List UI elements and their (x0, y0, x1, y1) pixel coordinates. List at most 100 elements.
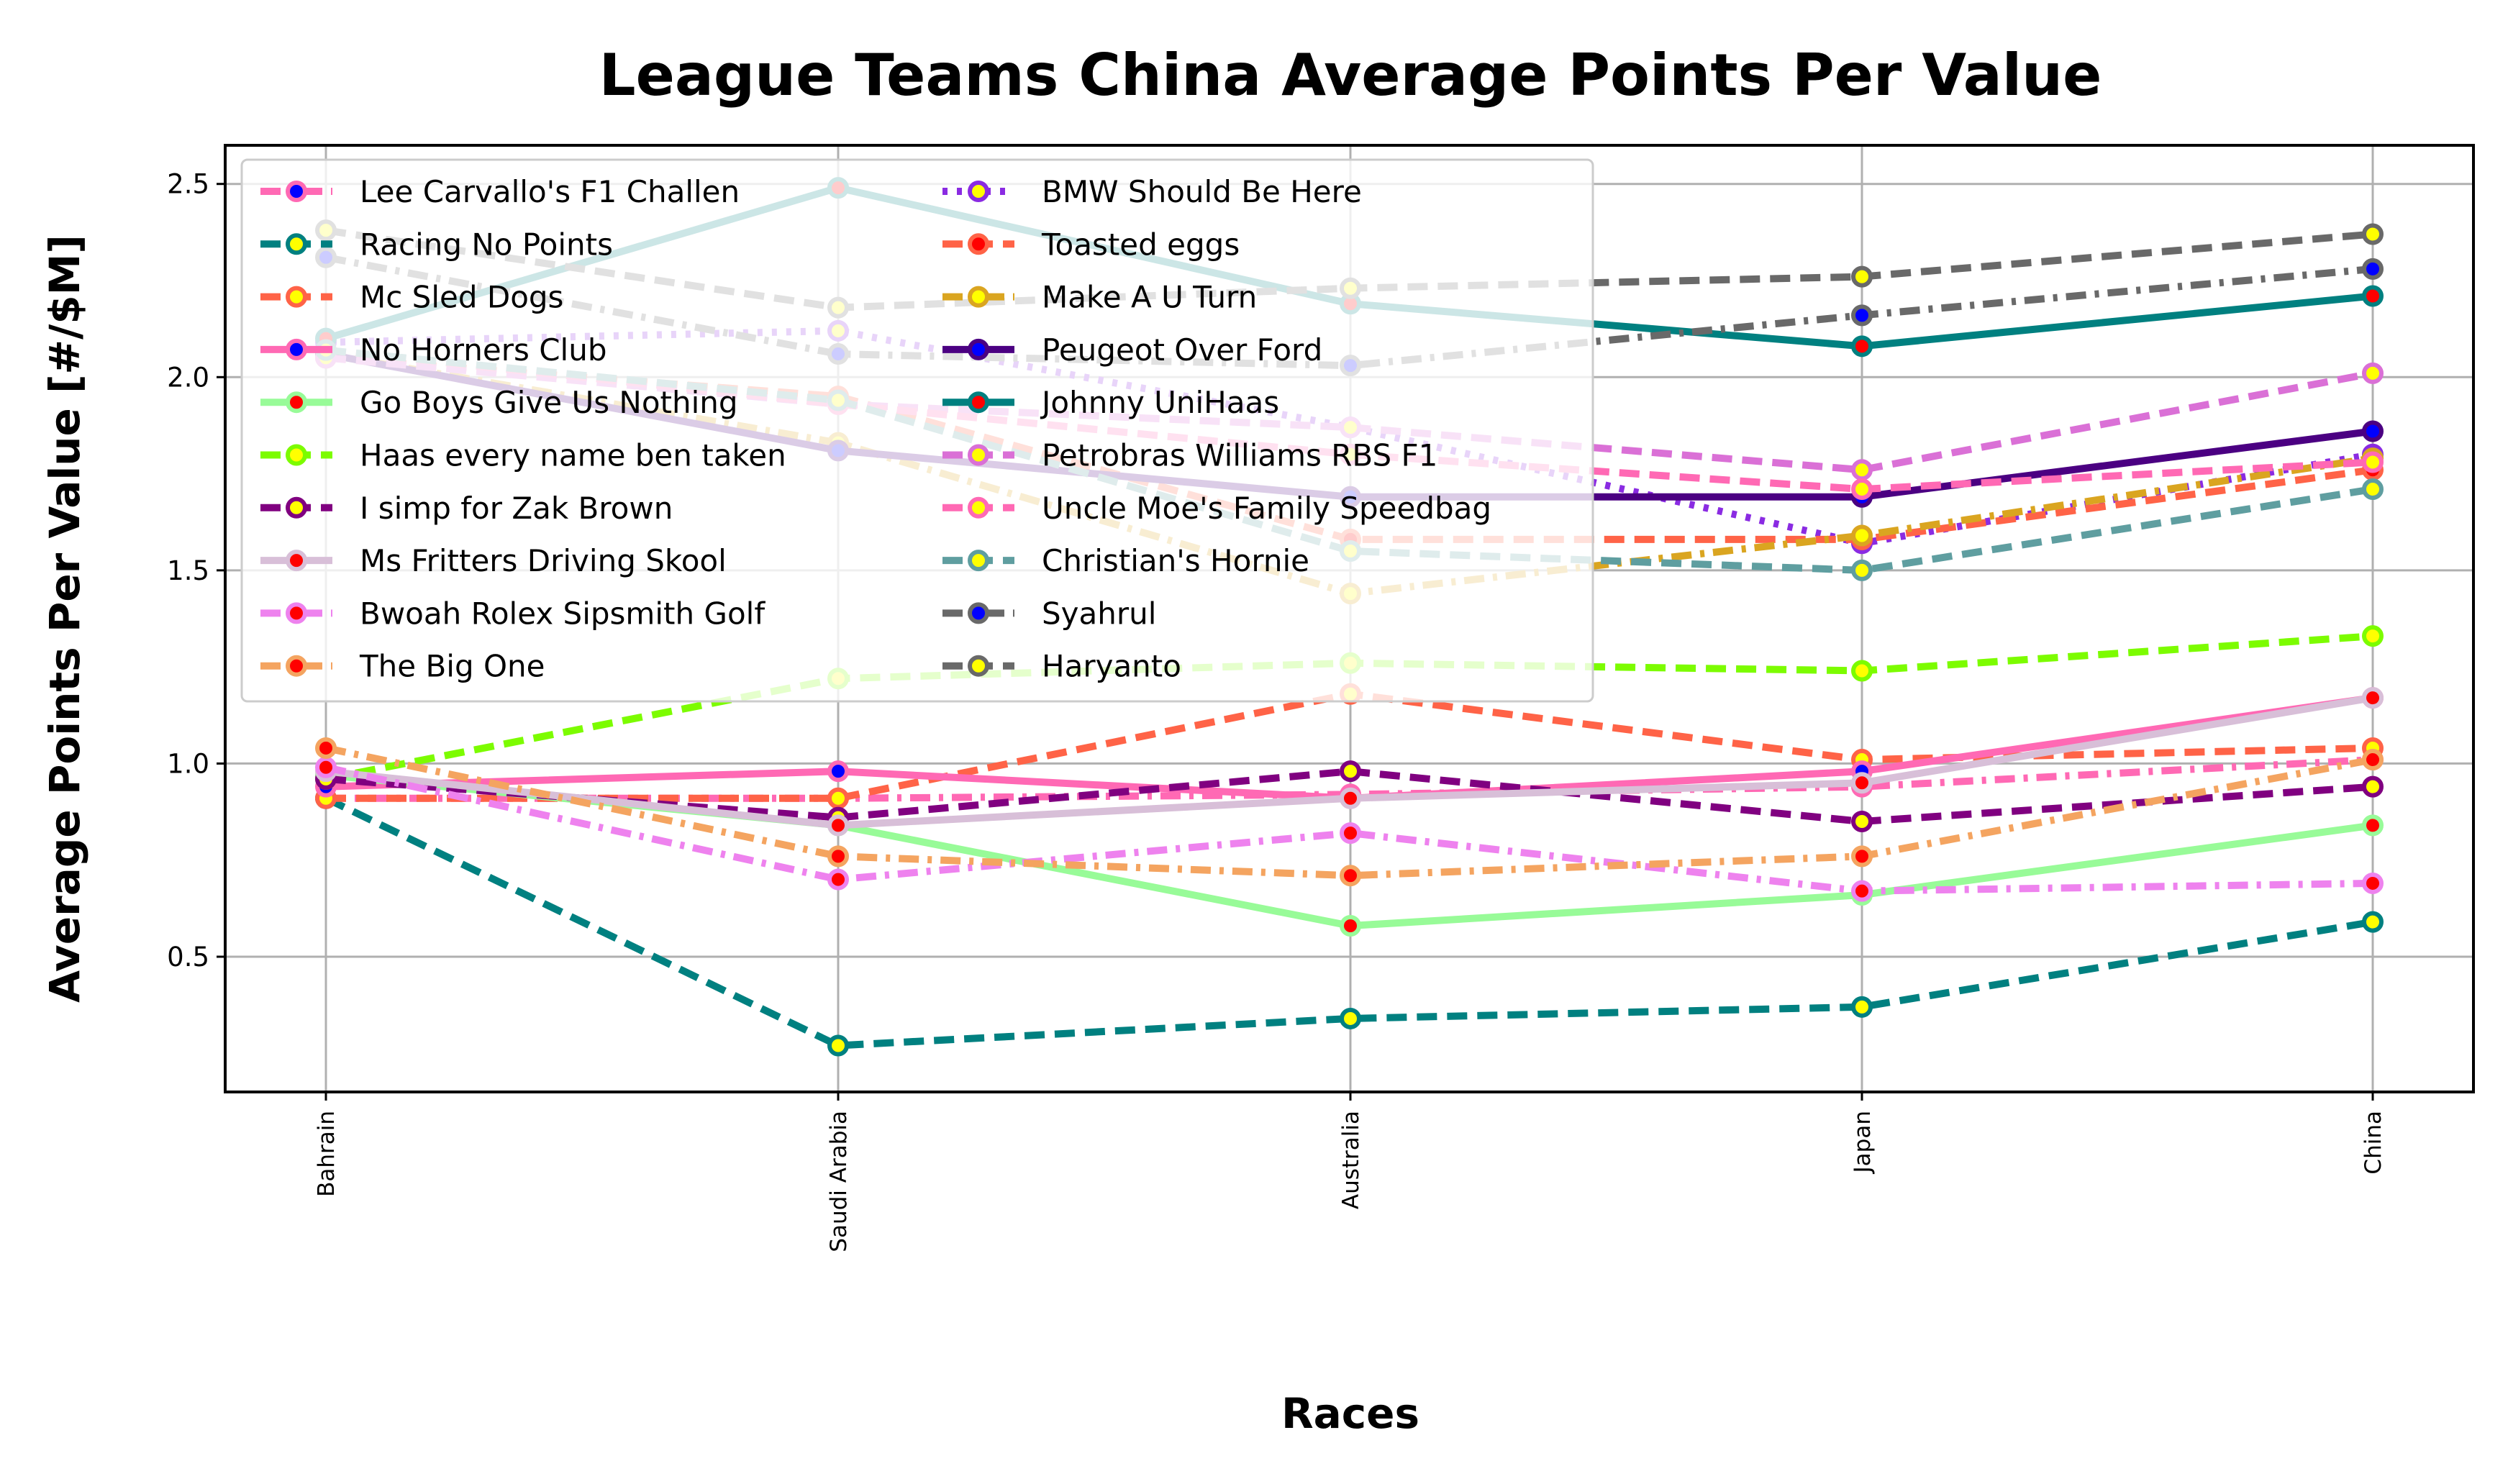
y-tick-label-0: 0.5 (167, 942, 209, 973)
legend-label-1: Racing No Points (360, 227, 613, 262)
legend-marker-16 (968, 496, 989, 519)
legend-marker-1 (286, 233, 307, 255)
legend-item-1: Racing No Points (260, 227, 613, 262)
data-point-1-2 (1340, 1007, 1361, 1029)
data-point-13-4 (2362, 420, 2384, 442)
legend-label-11: Toasted eggs (1041, 227, 1240, 262)
legend-marker-3 (286, 338, 307, 360)
legend-label-4: Go Boys Give Us Nothing (360, 385, 738, 420)
data-point-8-4 (2362, 872, 2384, 894)
legend: Lee Carvallo's F1 Challen Racing No Point… (240, 158, 1594, 703)
data-point-14-4 (2362, 285, 2384, 307)
data-point-4-4 (2362, 814, 2384, 837)
legend-label-15: Petrobras Williams RBS F1 (1042, 438, 1437, 473)
data-point-6-3 (1851, 811, 1873, 832)
legend-marker-0 (286, 181, 307, 202)
data-point-1-1 (827, 1034, 849, 1057)
y-axis-label: Average Points Per Value [#/$M] (40, 235, 89, 1003)
legend-marker-8 (286, 602, 307, 624)
legend-item-7: Ms Fritters Driving Skool (260, 543, 727, 578)
legend-item-10: BMW Should Be Here (942, 174, 1362, 209)
data-point-7-4 (2362, 687, 2384, 709)
legend-label-7: Ms Fritters Driving Skool (360, 543, 727, 578)
x-tick-label-2: Australia (1338, 1111, 1364, 1209)
legend-marker-2 (286, 286, 307, 308)
data-point-7-1 (827, 814, 849, 837)
legend-marker-6 (286, 496, 307, 519)
data-point-1-4 (2362, 911, 2384, 933)
chart-title: League Teams China Average Points Per Va… (599, 42, 2102, 109)
legend-item-0: Lee Carvallo's F1 Challen (260, 174, 740, 209)
data-point-15-3 (1851, 459, 1873, 481)
legend-label-10: BMW Should Be Here (1042, 174, 1362, 209)
x-axis-label: Races (1281, 1389, 1419, 1438)
y-tick-label-3: 2.0 (167, 362, 209, 393)
legend-item-6: I simp for Zak Brown (260, 491, 673, 526)
series-line-1 (324, 795, 2373, 1050)
legend-label-9: The Big One (359, 649, 545, 684)
legend-label-3: No Horners Club (360, 332, 607, 368)
x-tick-label-3: Japan (1850, 1111, 1876, 1174)
legend-marker-17 (968, 550, 989, 572)
legend-box (240, 158, 1594, 703)
legend-label-14: Johnny UniHaas (1040, 385, 1279, 420)
legend-label-16: Uncle Moe's Family Speedbag (1042, 491, 1491, 526)
series-line-9 (324, 745, 2373, 880)
data-point-19-3 (1851, 265, 1873, 288)
legend-marker-19 (968, 655, 989, 677)
data-point-6-4 (2362, 775, 2384, 798)
data-point-5-4 (2362, 625, 2384, 647)
legend-marker-12 (968, 286, 989, 308)
legend-item-15: Petrobras Williams RBS F1 (942, 438, 1437, 473)
data-point-9-4 (2362, 749, 2384, 771)
legend-item-19: Haryanto (942, 649, 1181, 684)
data-point-7-2 (1340, 787, 1361, 809)
legend-label-13: Peugeot Over Ford (1042, 332, 1322, 368)
legend-marker-7 (286, 550, 307, 572)
legend-label-6: I simp for Zak Brown (360, 491, 673, 526)
data-point-15-4 (2362, 362, 2384, 384)
legend-marker-10 (968, 181, 989, 202)
y-ticks: 0.5 1.0 1.5 2.0 2.5 (167, 169, 225, 973)
data-point-17-3 (1851, 559, 1873, 581)
series-9 (315, 737, 2384, 887)
legend-marker-5 (286, 444, 307, 466)
legend-item-16: Uncle Moe's Family Speedbag (942, 491, 1491, 526)
legend-marker-11 (968, 233, 989, 255)
legend-marker-9 (286, 655, 307, 677)
legend-marker-4 (286, 391, 307, 414)
legend-marker-13 (968, 338, 989, 360)
data-point-17-4 (2362, 478, 2384, 501)
legend-item-2: Mc Sled Dogs (260, 280, 563, 315)
legend-item-8: Bwoah Rolex Sipsmith Golf (260, 596, 765, 631)
legend-label-2: Mc Sled Dogs (360, 280, 563, 315)
data-point-5-3 (1851, 660, 1873, 682)
x-ticks: Bahrain Saudi Arabia Australia Japan China (314, 1092, 2386, 1252)
x-tick-label-4: China (2361, 1111, 2386, 1175)
legend-label-8: Bwoah Rolex Sipsmith Golf (360, 596, 765, 631)
legend-label-18: Syahrul (1042, 596, 1156, 631)
data-point-9-2 (1340, 865, 1361, 887)
y-tick-label-2: 1.5 (167, 555, 209, 586)
data-point-8-3 (1851, 880, 1873, 902)
legend-item-4: Go Boys Give Us Nothing (260, 385, 738, 420)
y-tick-label-4: 2.5 (167, 169, 209, 200)
data-point-7-3 (1851, 772, 1873, 794)
data-point-8-1 (827, 868, 849, 891)
legend-marker-14 (968, 391, 989, 414)
data-point-4-2 (1340, 915, 1361, 937)
data-point-9-1 (827, 845, 849, 868)
legend-item-11: Toasted eggs (942, 227, 1240, 262)
data-point-18-3 (1851, 304, 1873, 327)
data-point-16-3 (1851, 478, 1873, 501)
legend-item-5: Haas every name ben taken (260, 438, 786, 473)
data-point-2-1 (827, 787, 849, 809)
legend-label-0: Lee Carvallo's F1 Challen (360, 174, 740, 209)
series-7 (315, 687, 2384, 837)
legend-label-19: Haryanto (1042, 649, 1181, 684)
data-point-9-0 (315, 737, 337, 759)
legend-item-3: No Horners Club (260, 332, 607, 368)
x-tick-label-0: Bahrain (314, 1111, 340, 1197)
legend-item-18: Syahrul (942, 596, 1156, 631)
